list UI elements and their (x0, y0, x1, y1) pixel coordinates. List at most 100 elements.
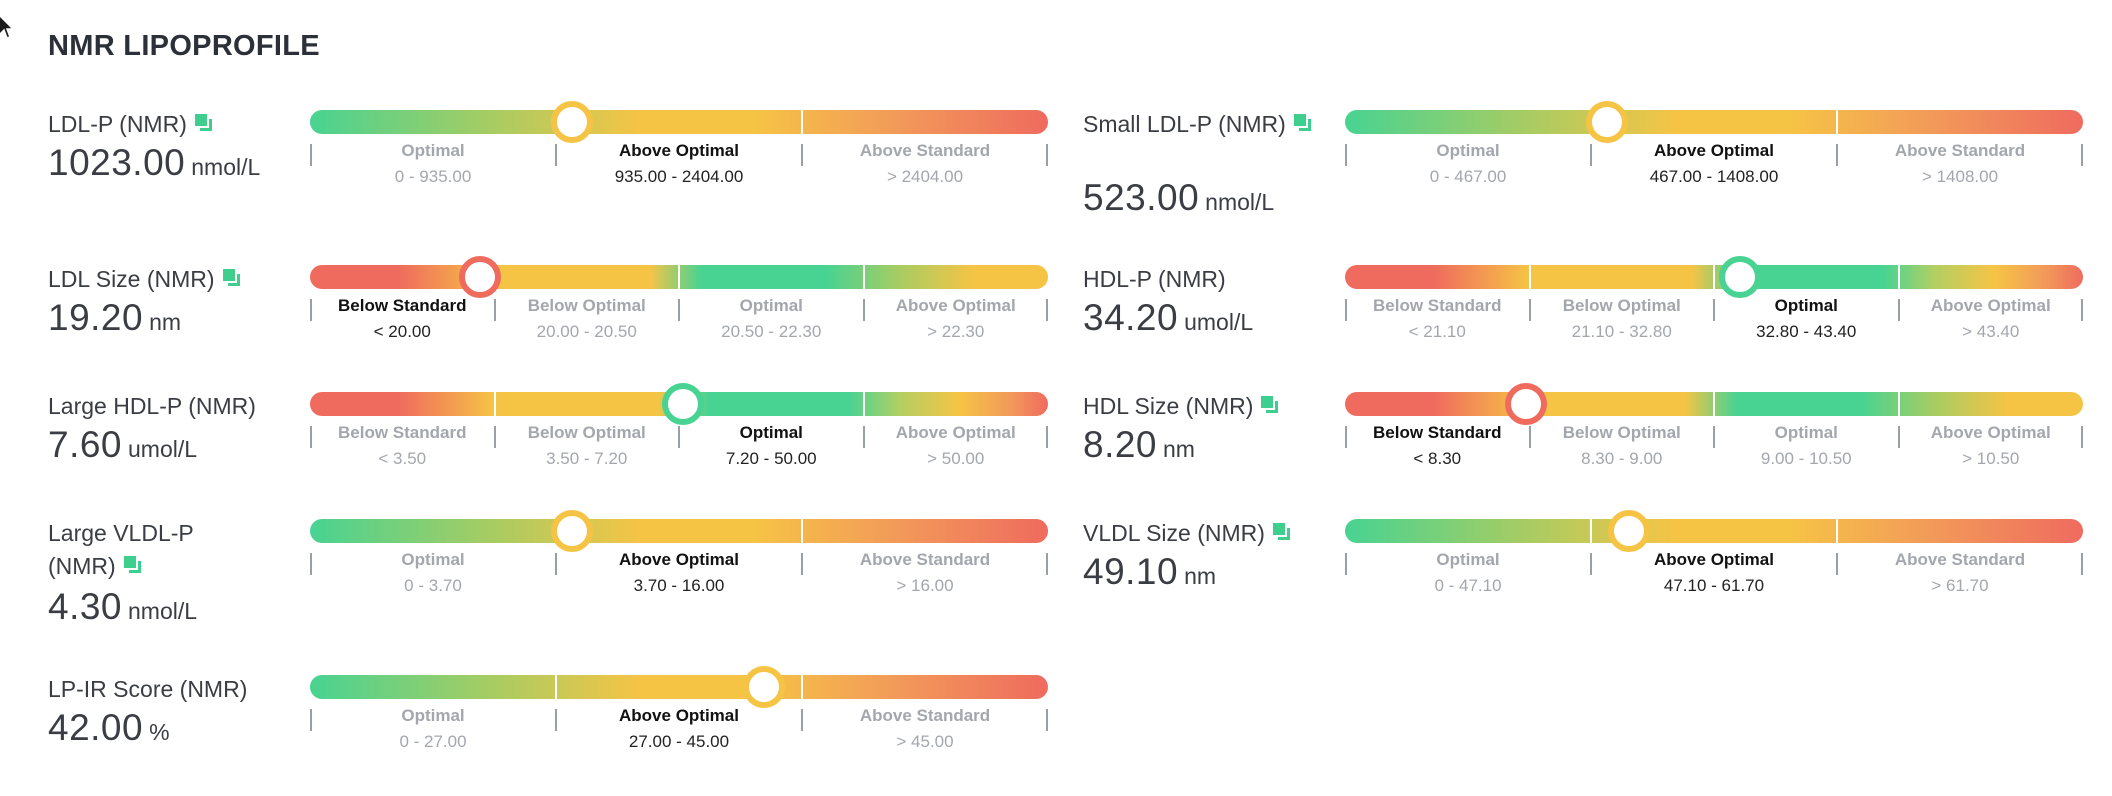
value-indicator (661, 383, 704, 425)
marker-name: HDL-P (NMR) (1083, 263, 1383, 296)
marker-name: LDL Size (NMR) (48, 263, 348, 296)
marker-name-text: LDL-P (NMR) (48, 111, 187, 137)
value-number: 4.30 (48, 586, 123, 627)
segment-label: Optimal (401, 706, 465, 725)
segment-tick (1897, 299, 1900, 321)
segment-tick (1897, 426, 1900, 448)
segment-range: 0 - 935.00 (394, 167, 472, 186)
segment-divider (1713, 265, 1715, 289)
segment-divider (1713, 392, 1715, 416)
segment-label: Above Standard (859, 706, 991, 725)
segment-tick (310, 144, 312, 166)
range-bar (1345, 265, 2083, 289)
segment-range: > 2404.00 (886, 167, 964, 186)
marker-value: 523.00 nmol/L (1083, 177, 1274, 219)
value-number: 49.10 (1083, 551, 1179, 592)
segment-divider (801, 675, 803, 699)
segment-range: 20.00 - 20.50 (536, 322, 637, 341)
segment-tick (1528, 299, 1531, 321)
value-unit: nmol/L (1205, 189, 1275, 215)
segment-label: Optimal (1774, 423, 1838, 442)
value-indicator (458, 256, 501, 298)
copy-icon[interactable] (222, 268, 241, 287)
range-bar (1345, 392, 2083, 416)
segment-range: 935.00 - 2404.00 (614, 167, 744, 186)
segment-label: Below Standard (338, 423, 467, 442)
segment-divider (862, 265, 865, 289)
marker-name: Small LDL-P (NMR) (1083, 108, 1313, 141)
marker-name: LDL-P (NMR) (48, 108, 348, 141)
segment-divider (678, 265, 680, 289)
segment-range: > 50.00 (927, 449, 985, 468)
segment-label: Optimal (1436, 550, 1500, 569)
segment-label: Below Standard (1373, 423, 1502, 442)
segment-label: Above Optimal (619, 141, 739, 160)
segment-tick (862, 426, 865, 448)
segment-range: 32.80 - 43.40 (1756, 322, 1857, 341)
value-number: 1023.00 (48, 142, 186, 183)
segment-range: < 20.00 (373, 322, 431, 341)
segment-range: > 61.70 (1931, 576, 1989, 595)
segment-label: Optimal (401, 141, 465, 160)
value-indicator (1504, 383, 1547, 425)
segment-label: Above Optimal (1930, 423, 2051, 442)
copy-icon[interactable] (194, 113, 213, 132)
segment-tick (1046, 709, 1048, 731)
segment-range: 20.50 - 22.30 (721, 322, 822, 341)
segment-tick (1713, 299, 1715, 321)
segment-range: 0 - 47.10 (1434, 576, 1502, 595)
copy-icon[interactable] (1293, 113, 1312, 132)
marker-name: VLDL Size (NMR) (1083, 517, 1383, 550)
segment-range: < 3.50 (378, 449, 427, 468)
segment-tick (1528, 426, 1531, 448)
segment-tick (801, 553, 803, 575)
segment-range: > 45.00 (896, 732, 954, 751)
marker-value: 8.20 nm (1083, 424, 1195, 466)
segment-range: > 10.50 (1962, 449, 2020, 468)
value-unit: nmol/L (128, 598, 198, 624)
segment-range: 9.00 - 10.50 (1760, 449, 1852, 468)
range-scale: Optimal 0 - 3.70 Above Optimal 3.70 - 16.00… (310, 510, 1048, 619)
segment-divider (801, 519, 803, 543)
segment-label: Above Standard (859, 550, 991, 569)
segment-range: 0 - 467.00 (1429, 167, 1507, 186)
segment-range: 3.70 - 16.00 (633, 576, 725, 595)
segment-tick (1590, 144, 1592, 166)
segment-tick (2081, 553, 2083, 575)
segment-divider (1897, 392, 1900, 416)
copy-icon[interactable] (1272, 522, 1291, 541)
value-indicator (550, 510, 593, 552)
marker-value: 42.00% (48, 707, 170, 749)
range-bar (1345, 519, 2083, 543)
range-bar (310, 110, 1048, 134)
segment-label: Optimal (401, 550, 465, 569)
segment-tick (678, 299, 680, 321)
segment-range: 7.20 - 50.00 (725, 449, 817, 468)
segment-range: < 8.30 (1413, 449, 1462, 468)
segment-label: Below Optimal (1562, 423, 1681, 442)
value-indicator (1718, 256, 1761, 298)
segment-tick (2081, 426, 2083, 448)
segment-label: Optimal (739, 296, 803, 315)
segment-label: Above Optimal (895, 296, 1016, 315)
range-bar (1345, 110, 2083, 134)
segment-range: 21.10 - 32.80 (1571, 322, 1672, 341)
segment-tick (678, 426, 680, 448)
value-unit: nm (149, 309, 182, 335)
value-unit: nmol/L (191, 154, 261, 180)
segment-tick (1345, 426, 1347, 448)
segment-tick (1345, 299, 1347, 321)
marker-name-text: Large VLDL-P (NMR) (48, 520, 194, 579)
segment-divider (1897, 265, 1900, 289)
segment-tick (1836, 553, 1838, 575)
segment-range: > 1408.00 (1921, 167, 1999, 186)
segment-label: Below Optimal (527, 423, 646, 442)
segment-divider (862, 392, 865, 416)
segment-tick (801, 709, 803, 731)
value-number: 523.00 (1083, 177, 1200, 218)
range-scale: Optimal 0 - 467.00 Above Optimal 467.00 - 1… (1345, 101, 2083, 210)
copy-icon[interactable] (1261, 395, 1279, 414)
segment-tick (1345, 144, 1347, 166)
copy-icon[interactable] (123, 555, 142, 574)
segment-range: 3.50 - 7.20 (546, 449, 628, 468)
